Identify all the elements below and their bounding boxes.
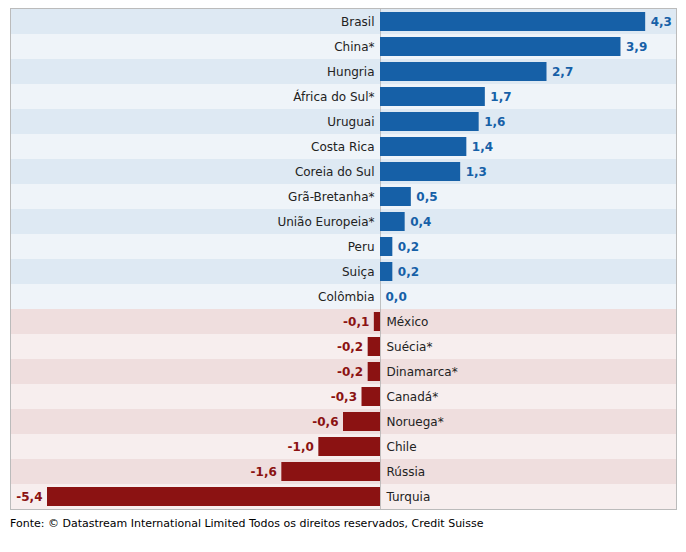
svg-text:-0,2: -0,2 <box>337 340 363 354</box>
svg-text:Grã-Bretanha*: Grã-Bretanha* <box>288 190 374 204</box>
svg-text:Rússia: Rússia <box>387 465 426 479</box>
svg-text:Noruega*: Noruega* <box>387 415 444 429</box>
svg-text:0,4: 0,4 <box>410 215 431 229</box>
svg-text:Colômbia: Colômbia <box>318 290 374 304</box>
svg-text:1,4: 1,4 <box>472 140 493 154</box>
svg-text:-1,0: -1,0 <box>288 440 314 454</box>
svg-text:2,7: 2,7 <box>552 65 573 79</box>
svg-text:4,3: 4,3 <box>651 15 672 29</box>
html-text:Fonte: © Datastream Internatio: Fonte: © Datastream International Limite… <box>10 517 484 530</box>
svg-text:Chile: Chile <box>387 440 417 454</box>
svg-text:0,0: 0,0 <box>386 290 407 304</box>
svg-text:China*: China* <box>334 40 374 54</box>
svg-text:México: México <box>387 315 429 329</box>
svg-text:-0,3: -0,3 <box>331 390 357 404</box>
svg-text:-1,6: -1,6 <box>251 465 277 479</box>
svg-text:3,9: 3,9 <box>626 40 647 54</box>
svg-text:0,5: 0,5 <box>416 190 437 204</box>
svg-text:Dinamarca*: Dinamarca* <box>387 365 458 379</box>
svg-text:Costa Rica: Costa Rica <box>311 140 374 154</box>
svg-text:Suécia*: Suécia* <box>387 340 433 354</box>
svg-text:Brasil: Brasil <box>341 15 374 29</box>
svg-text:Turquia: Turquia <box>386 490 431 504</box>
svg-text:-5,4: -5,4 <box>16 490 42 504</box>
svg-text:Coreia do Sul: Coreia do Sul <box>295 165 375 179</box>
svg-text:Uruguai: Uruguai <box>327 115 374 129</box>
svg-text:0,2: 0,2 <box>398 240 419 254</box>
svg-text:África do Sul*: África do Sul* <box>293 89 374 104</box>
svg-text:Peru: Peru <box>348 240 375 254</box>
svg-text:1,3: 1,3 <box>466 165 487 179</box>
svg-text:Canadá*: Canadá* <box>387 390 439 404</box>
svg-text:-0,2: -0,2 <box>337 365 363 379</box>
svg-text:Hungria: Hungria <box>327 65 374 79</box>
svg-text:1,7: 1,7 <box>490 90 511 104</box>
svg-text:-0,1: -0,1 <box>343 315 369 329</box>
svg-text:0,2: 0,2 <box>398 265 419 279</box>
svg-text:União Europeia*: União Europeia* <box>277 215 374 229</box>
svg-text:-0,6: -0,6 <box>312 415 338 429</box>
svg-text:Suiça: Suiça <box>342 265 375 279</box>
svg-text:1,6: 1,6 <box>484 115 505 129</box>
